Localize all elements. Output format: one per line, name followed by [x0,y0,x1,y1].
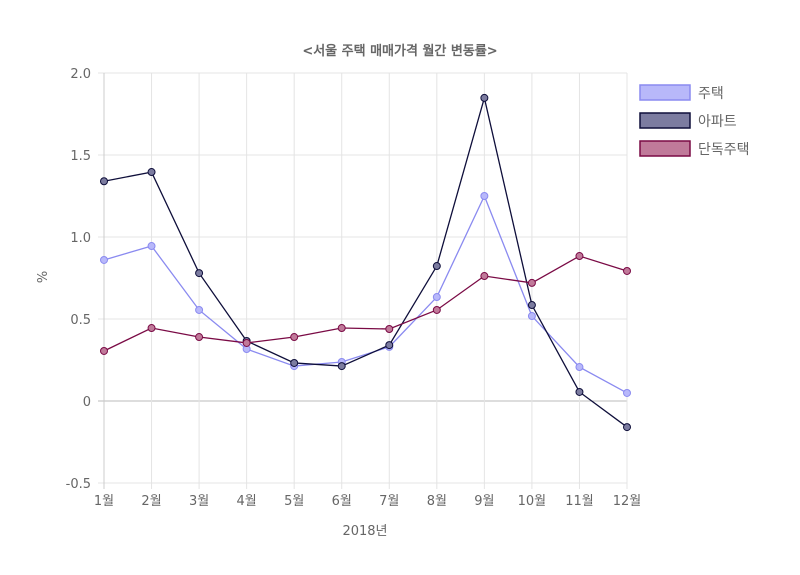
legend-label: 주택 [698,86,724,102]
data-point [242,338,251,347]
data-point [527,301,536,310]
y-tick-label: 0.5 [70,313,91,328]
chart-title: <서울 주택 매매가격 월간 변동률> [302,43,497,59]
x-tick-label: 5월 [284,494,304,509]
data-point [623,266,631,275]
data-point [337,324,346,333]
legend-swatch [639,84,691,101]
series-line [103,97,628,428]
data-point [527,312,536,321]
data-point [623,388,631,397]
series-line [103,255,628,352]
x-tick-label: 11월 [565,494,594,509]
data-point [100,177,108,186]
data-point [100,255,108,264]
x-tick-label: 9월 [474,494,494,509]
series-2 [100,93,631,432]
data-point [575,363,584,372]
data-point [147,168,156,177]
data-point [195,333,204,342]
x-tick-label: 4월 [237,494,257,509]
y-tick-label: 1.0 [70,231,91,246]
legend-label: 단독주택 [698,142,750,158]
series-3 [100,252,631,355]
data-point [100,346,108,355]
y-tick-label: -0.5 [66,477,91,492]
data-point [432,305,441,314]
data-point [575,252,584,261]
legend-label: 아파트 [698,114,737,130]
data-point [147,324,156,333]
x-tick-label: 2월 [141,494,161,509]
data-point [195,305,204,314]
data-point [337,362,346,371]
x-tick-label: 6월 [332,494,352,509]
y-tick-label: 1.5 [70,149,91,164]
data-point [480,272,489,281]
x-tick-label: 7월 [379,494,399,509]
y-tick-label: 0 [83,395,91,410]
data-point [385,341,394,350]
x-tick-label: 1월 [94,494,114,509]
data-point [575,387,584,396]
data-point [623,423,631,432]
y-tick-label: 2.0 [70,67,91,82]
data-point [432,262,441,271]
data-point [480,192,489,200]
x-axis-label: 2018년 [342,524,387,539]
series-line [103,194,628,394]
data-point [480,93,489,102]
series-1 [100,192,631,397]
y-axis-label: % [36,271,51,283]
data-point [290,333,299,342]
x-tick-label: 8월 [427,494,447,509]
x-tick-label: 12월 [613,494,642,509]
data-point [290,358,299,367]
x-tick-label: 3월 [189,494,209,509]
data-point [432,293,441,302]
data-point [527,278,536,287]
data-point [195,269,204,278]
data-point [147,242,156,251]
legend-swatch [639,112,691,129]
data-point [385,325,394,334]
legend-swatch [639,140,691,157]
x-tick-label: 10월 [518,494,547,509]
